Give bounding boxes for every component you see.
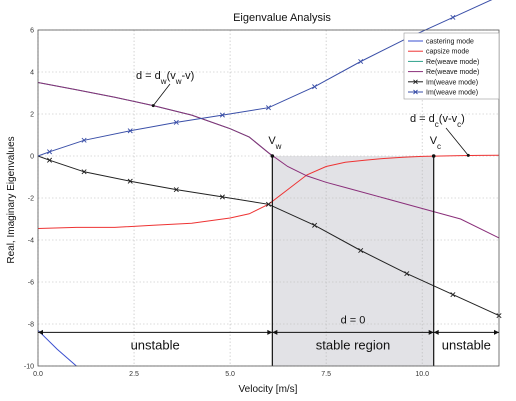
x-tick-label: 0.0 <box>33 371 43 378</box>
annotation-d-capsize: d = dc(v-vc) <box>410 113 465 129</box>
shaded-stable-region-layer <box>272 156 434 366</box>
series-point-marker <box>47 157 53 163</box>
legend-entry: Re(weave mode) <box>426 69 479 76</box>
region-arrow-stable-head-left <box>272 329 278 335</box>
series-line-1 <box>37 154 500 229</box>
annotation-fragment: -v) <box>182 70 195 82</box>
series-line-3 <box>37 82 500 239</box>
series-point-marker <box>219 112 225 118</box>
series-point-marker <box>47 149 53 155</box>
annotation-fragment: (v <box>167 70 177 82</box>
region-arrow-unstable-left-head-left <box>38 329 43 335</box>
annotation-leader-capsize <box>445 127 469 156</box>
series-point-marker <box>312 222 318 228</box>
y-axis-label: Real, Imaginary Eigenvalues <box>6 136 17 263</box>
series-point-marker <box>265 201 272 207</box>
annotation-fragment: (v-v <box>439 113 458 125</box>
annotation-leader-weave <box>152 83 171 106</box>
series-point-marker <box>81 169 87 175</box>
chart-title: Eigenvalue Analysis <box>233 12 331 24</box>
legend-swatch-marker <box>413 89 418 95</box>
series-point-marker <box>127 178 133 184</box>
series-point-marker <box>358 58 364 65</box>
x-tick-label: 10.0 <box>415 371 429 378</box>
region-label: unstable <box>131 337 180 352</box>
annotation-leader-dot <box>151 104 155 108</box>
region-arrow-stable-head-right <box>428 329 434 335</box>
vertical-line-label: Vw <box>268 135 281 151</box>
annotation-fragment: V <box>430 135 438 147</box>
plot-frame <box>37 29 500 367</box>
annotation-fragment: c <box>457 120 461 129</box>
series-point-marker <box>450 292 456 298</box>
series-line-2 <box>37 82 273 157</box>
series-point-marker <box>358 247 364 254</box>
x-axis-label: Velocity [m/s] <box>239 384 298 395</box>
series-point-marker <box>127 128 133 134</box>
region-arrow-unstable-left-head-right <box>267 329 273 335</box>
region-label: unstable <box>442 337 491 352</box>
stable-region-shade <box>272 156 434 366</box>
x-tick-label: 7.5 <box>321 371 331 378</box>
vertical-line-dot <box>431 154 436 158</box>
annotation-fragment: w <box>175 77 182 86</box>
legend-entry: Re(weave mode) <box>426 59 479 66</box>
legend-box <box>403 32 500 100</box>
series-point-marker <box>265 105 272 111</box>
region-arrow-unstable-right-head-left <box>433 329 439 335</box>
annotation-fragment: V <box>268 135 276 147</box>
y-tick-label: -4 <box>28 238 34 245</box>
legend-entry: castering mode <box>426 39 474 46</box>
annotation-fragment: ) <box>461 113 465 125</box>
series-line-4 <box>37 155 500 317</box>
series-point-marker <box>219 194 225 200</box>
legend-items: castering mode capsize mode Re(weave mode)… <box>408 39 479 97</box>
y-tick-label: -6 <box>28 280 34 287</box>
series-point-marker <box>81 137 87 143</box>
region-arrow-unstable-right-head-right <box>494 329 499 335</box>
x-tick-label: 5.0 <box>225 371 235 378</box>
y-tick-label: -2 <box>28 196 34 203</box>
legend-entry: capsize mode <box>426 49 469 56</box>
legend-entry: Im(weave mode) <box>426 90 478 97</box>
series-point-marker <box>404 271 410 277</box>
annotation-fragment: w <box>160 77 167 86</box>
annotation-d-weave: d = dw(vw-v) <box>136 70 194 86</box>
vertical-line-dot <box>270 154 275 158</box>
series-point-marker <box>312 84 318 90</box>
region-label: stable region <box>316 337 390 352</box>
series-point-marker <box>450 14 456 20</box>
legend: castering mode capsize mode Re(weave mode)… <box>403 32 500 100</box>
annotation-fragment: w <box>275 142 282 151</box>
annotation-leader-dot <box>466 153 470 157</box>
y-tick-label: 4 <box>30 70 34 77</box>
series-point-marker <box>173 119 179 125</box>
legend-entry: Im(weave mode) <box>426 79 478 86</box>
series-layer <box>37 0 502 367</box>
annotation-fragment: c <box>435 120 439 129</box>
axes-layer: 0.0 2.5 5.0 7.5 10.0 -10 -8 -6 -4 -2 0 2 4 6 <box>24 28 500 378</box>
annotation-d-zero: d = 0 <box>341 314 366 326</box>
legend-swatch-marker <box>413 79 418 85</box>
annotation-fragment: c <box>437 142 441 151</box>
annotation-fragment: d = d <box>136 70 161 82</box>
series-line-0 <box>37 329 77 367</box>
y-tick-label: -8 <box>28 322 34 329</box>
vertical-lines-layer: Vw Vc <box>268 135 441 366</box>
vertical-line-label: Vc <box>430 135 441 151</box>
series-point-marker <box>173 187 179 193</box>
y-tick-label: -10 <box>24 364 34 371</box>
y-tick-label: 2 <box>30 112 34 119</box>
annotation-fragment: d = d <box>410 113 435 125</box>
y-tick-label: 6 <box>30 28 34 35</box>
y-tick-label: 0 <box>30 154 34 161</box>
x-tick-label: 2.5 <box>129 371 139 378</box>
